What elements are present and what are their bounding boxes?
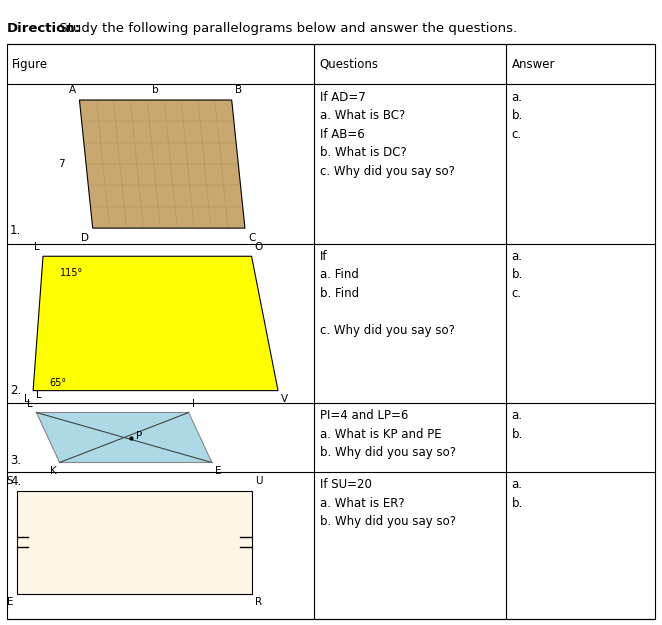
Text: 4.: 4.: [10, 475, 21, 488]
Text: a.
b.: a. b.: [512, 409, 523, 441]
Text: D: D: [81, 233, 89, 243]
Text: E: E: [7, 597, 13, 607]
Text: Answer: Answer: [512, 58, 555, 71]
Text: 65°: 65°: [50, 378, 67, 388]
Text: L: L: [36, 390, 42, 400]
Text: K: K: [50, 466, 56, 476]
Bar: [17, 491, 252, 594]
Text: Figure: Figure: [12, 58, 48, 71]
Text: If
a. Find
b. Find

c. Why did you say so?: If a. Find b. Find c. Why did you say so…: [320, 250, 455, 337]
Text: a.
b.: a. b.: [512, 478, 523, 509]
Text: If AD=7
a. What is BC?
If AB=6
b. What is DC?
c. Why did you say so?: If AD=7 a. What is BC? If AB=6 b. What i…: [320, 91, 455, 178]
Text: 7: 7: [58, 159, 65, 169]
Text: Questions: Questions: [320, 58, 379, 71]
Text: V: V: [281, 394, 289, 404]
Text: C: C: [248, 233, 256, 243]
Text: R: R: [255, 597, 262, 607]
Text: a.
b.
c.: a. b. c.: [512, 250, 523, 300]
Text: Study the following parallelograms below and answer the questions.: Study the following parallelograms below…: [55, 22, 517, 35]
Text: I: I: [192, 399, 195, 409]
Text: L: L: [34, 242, 40, 252]
Text: O: O: [255, 242, 263, 252]
Text: B: B: [235, 85, 242, 95]
Text: L: L: [24, 394, 30, 404]
Text: L: L: [27, 399, 33, 409]
Text: E: E: [215, 466, 222, 476]
Text: P: P: [136, 431, 142, 441]
Text: b: b: [152, 85, 159, 95]
Text: If SU=20
a. What is ER?
b. Why did you say so?: If SU=20 a. What is ER? b. Why did you s…: [320, 478, 455, 528]
Text: U: U: [255, 476, 262, 486]
Polygon shape: [79, 100, 245, 228]
Text: A: A: [69, 85, 76, 95]
Polygon shape: [36, 412, 212, 462]
Text: 1.: 1.: [10, 224, 21, 238]
Text: S: S: [7, 476, 13, 486]
Text: 3.: 3.: [10, 454, 21, 467]
Text: a.
b.
c.: a. b. c.: [512, 91, 523, 141]
Text: 2.: 2.: [10, 384, 21, 397]
Text: 115°: 115°: [60, 268, 83, 278]
Text: Direction:: Direction:: [7, 22, 81, 35]
Polygon shape: [33, 256, 278, 391]
Text: PI=4 and LP=6
a. What is KP and PE
b. Why did you say so?: PI=4 and LP=6 a. What is KP and PE b. Wh…: [320, 409, 455, 459]
